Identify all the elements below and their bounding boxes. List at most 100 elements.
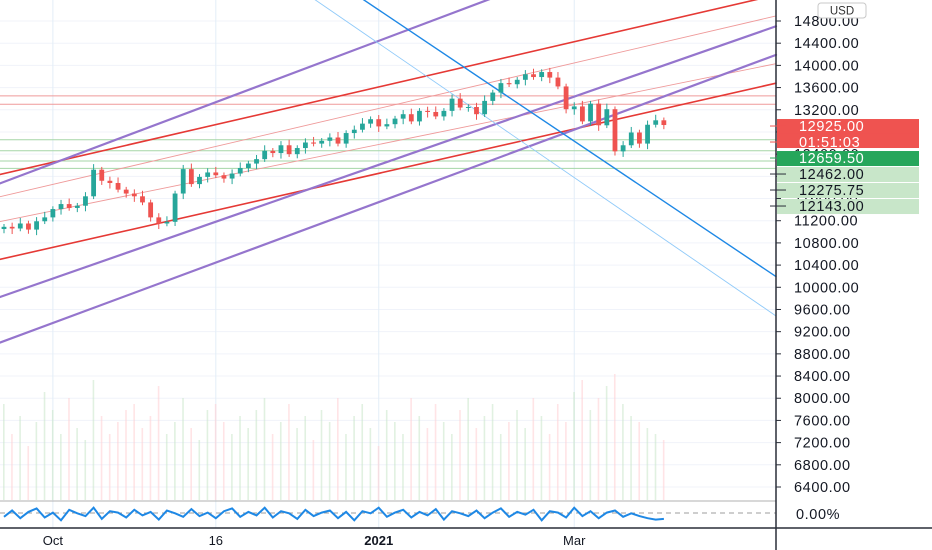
candle-body (1, 226, 7, 230)
candle-body (457, 98, 463, 108)
candle-body (596, 103, 602, 126)
candle-body (164, 221, 170, 224)
volume-bar (108, 434, 111, 500)
volume-bar (117, 422, 119, 500)
volume-bar (394, 422, 396, 500)
blue-trendline-thin (314, 0, 777, 317)
candle-body (628, 132, 634, 146)
price-label-tag (777, 151, 919, 167)
volume-bar (597, 398, 600, 500)
candle-body (571, 106, 577, 110)
time-tick-label: 16 (209, 533, 223, 548)
price-label-text: 12275.75 (799, 183, 864, 199)
candle-body (262, 150, 268, 160)
candle-body (368, 119, 373, 124)
volume-bar (247, 428, 249, 500)
candle-body (9, 226, 15, 229)
volume-bar (451, 434, 453, 500)
price-tick-label: 10400.00 (794, 258, 859, 274)
candle-body (482, 100, 488, 115)
volume-bar (540, 416, 543, 500)
currency-label[interactable]: USD (830, 6, 854, 18)
volume-bar (385, 410, 388, 500)
volume-bar (434, 404, 437, 500)
candle-body (555, 77, 561, 87)
red-channel-lower (0, 82, 777, 261)
purple-channel-low (0, 53, 778, 344)
price-tick-label: 7600.00 (794, 413, 851, 429)
candle-body (123, 189, 129, 194)
volume-bar (353, 416, 355, 500)
volume-bar (271, 434, 274, 500)
volume-bar (662, 440, 665, 500)
volume-bar (565, 422, 567, 500)
candle-body (115, 182, 121, 190)
candle-body (74, 205, 80, 208)
price-tick-label: 13600.00 (794, 81, 859, 97)
candle-body (172, 193, 178, 222)
volume-bar (312, 440, 315, 500)
trend-drawings (0, 0, 778, 344)
volume-bar (459, 410, 461, 500)
candle-body (417, 110, 422, 122)
candle-body (197, 176, 202, 185)
candle-body (620, 145, 626, 152)
volume-bar (581, 380, 583, 500)
volume-bar (214, 404, 217, 500)
volume-bar (622, 404, 624, 500)
volume-bar (304, 416, 307, 500)
currency-selector[interactable]: USD (817, 2, 867, 19)
volume-bar (35, 422, 38, 500)
price-label-tag (777, 167, 919, 183)
volume-bar (125, 410, 127, 500)
volume-bar (605, 386, 608, 500)
volume-bar (426, 428, 429, 500)
candle-body (514, 79, 520, 85)
volume-bar (491, 404, 494, 500)
price-label-text: 12143.00 (799, 199, 864, 215)
candle-body (294, 148, 300, 155)
volume-bar (255, 410, 258, 500)
candle-body (286, 145, 292, 155)
blue-trendline (362, 0, 777, 278)
candle-body (384, 124, 390, 127)
purple-channel-top (0, 0, 491, 185)
volume-bar (377, 446, 380, 500)
volume-bar (630, 416, 632, 500)
volume-bar (174, 422, 176, 500)
candle-body (254, 159, 259, 164)
volume-bar (19, 416, 21, 500)
candle-body (465, 106, 471, 108)
candle-body (645, 124, 650, 144)
candle-body (42, 217, 48, 222)
candle-body (311, 142, 316, 144)
price-label-text: 12462.00 (799, 167, 864, 183)
candle-body (319, 140, 325, 144)
volume-bar (442, 422, 445, 500)
candle-body (221, 175, 227, 179)
volume-bar (206, 410, 209, 500)
price-label-text: 12925.00 (799, 119, 864, 135)
candle-body (498, 83, 504, 93)
price-tick-label: 11200.00 (794, 214, 858, 230)
candle-body (26, 223, 31, 230)
volume-bar (467, 398, 469, 500)
candle-body (99, 169, 105, 181)
price-tick-label: 7200.00 (794, 436, 851, 452)
countdown-label: 01:51:03 (799, 135, 860, 151)
red-channel-lower-inner (0, 63, 777, 222)
candle-body (237, 168, 243, 174)
volume-bar (369, 428, 372, 500)
candle-body (58, 204, 64, 210)
volume-bar (475, 428, 478, 500)
candle-body (50, 209, 56, 218)
oscillator-line (3, 506, 664, 522)
candle-body (425, 110, 431, 112)
volume-bar (84, 440, 87, 500)
candle-body (17, 223, 23, 229)
volume-bar (548, 434, 551, 500)
volume-bar (190, 428, 192, 500)
purple-channel-mid (0, 25, 778, 299)
